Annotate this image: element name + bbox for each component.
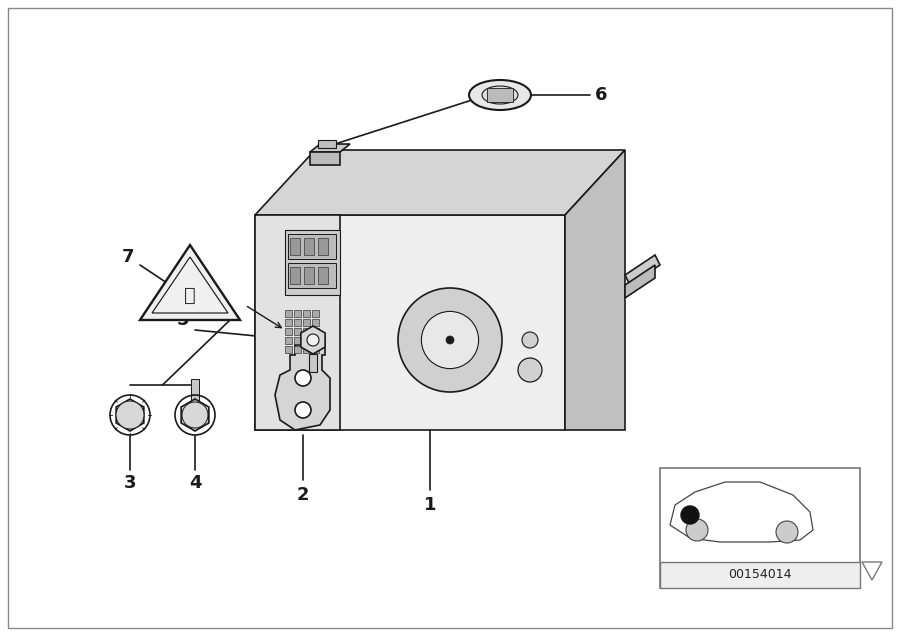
Circle shape <box>421 312 479 369</box>
Text: 4: 4 <box>189 474 202 492</box>
Bar <box>294 328 301 335</box>
Polygon shape <box>310 144 350 152</box>
Bar <box>303 346 310 353</box>
Bar <box>318 238 328 255</box>
Bar <box>660 562 860 588</box>
Bar <box>294 319 301 326</box>
Bar <box>285 328 292 335</box>
Circle shape <box>681 506 699 524</box>
Text: 00154014: 00154014 <box>728 569 792 581</box>
Bar <box>303 310 310 317</box>
Polygon shape <box>625 265 655 298</box>
Circle shape <box>776 521 798 543</box>
Bar <box>304 238 314 255</box>
Bar <box>303 319 310 326</box>
Polygon shape <box>565 150 625 430</box>
Ellipse shape <box>469 80 531 110</box>
Bar <box>294 346 301 353</box>
Bar <box>191 379 199 415</box>
Bar <box>309 354 317 372</box>
Polygon shape <box>275 345 330 430</box>
Bar <box>312 319 319 326</box>
Polygon shape <box>255 215 565 430</box>
Text: 5: 5 <box>176 311 189 329</box>
Polygon shape <box>152 257 228 313</box>
Bar <box>318 140 336 148</box>
Text: 1: 1 <box>424 496 436 514</box>
Circle shape <box>307 334 319 346</box>
Text: 🔌: 🔌 <box>184 286 196 305</box>
Polygon shape <box>116 399 144 431</box>
Text: 3: 3 <box>124 474 136 492</box>
Bar <box>285 346 292 353</box>
Text: 6: 6 <box>595 86 608 104</box>
Bar <box>288 234 336 259</box>
Circle shape <box>295 370 311 386</box>
Bar <box>290 267 300 284</box>
Bar <box>303 337 310 344</box>
Circle shape <box>182 402 208 428</box>
Bar <box>290 238 300 255</box>
Polygon shape <box>670 482 813 542</box>
Text: 2: 2 <box>297 486 310 504</box>
Bar <box>312 310 319 317</box>
Circle shape <box>518 358 542 382</box>
Bar <box>304 267 314 284</box>
Bar <box>285 310 292 317</box>
Polygon shape <box>310 152 340 165</box>
Polygon shape <box>301 326 325 354</box>
Circle shape <box>295 402 311 418</box>
Ellipse shape <box>482 86 518 104</box>
Bar <box>487 88 513 102</box>
Circle shape <box>686 519 708 541</box>
Polygon shape <box>255 150 625 215</box>
Bar <box>288 263 336 288</box>
Circle shape <box>398 288 502 392</box>
Text: 7: 7 <box>122 248 134 266</box>
Polygon shape <box>140 245 240 320</box>
Bar <box>294 310 301 317</box>
Polygon shape <box>862 562 882 580</box>
Polygon shape <box>285 230 340 295</box>
Bar <box>318 267 328 284</box>
Bar <box>294 337 301 344</box>
Bar <box>312 346 319 353</box>
Circle shape <box>116 401 144 429</box>
Bar <box>312 328 319 335</box>
Bar <box>303 328 310 335</box>
Bar <box>285 319 292 326</box>
Bar <box>660 468 860 588</box>
Bar <box>312 337 319 344</box>
Polygon shape <box>255 215 340 430</box>
Polygon shape <box>181 399 209 431</box>
Circle shape <box>522 332 538 348</box>
Polygon shape <box>625 255 660 285</box>
Circle shape <box>446 336 454 344</box>
Bar <box>285 337 292 344</box>
